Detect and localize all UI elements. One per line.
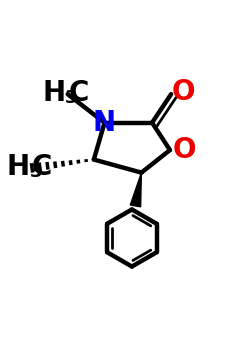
Polygon shape — [130, 173, 141, 207]
Text: C: C — [32, 153, 52, 181]
Text: O: O — [173, 136, 197, 164]
Text: H: H — [6, 153, 30, 181]
Text: N: N — [93, 109, 116, 137]
Text: H: H — [42, 79, 65, 107]
Text: O: O — [171, 78, 195, 106]
Text: 3: 3 — [65, 90, 78, 107]
Text: C: C — [68, 79, 88, 107]
Text: 3: 3 — [29, 163, 42, 181]
